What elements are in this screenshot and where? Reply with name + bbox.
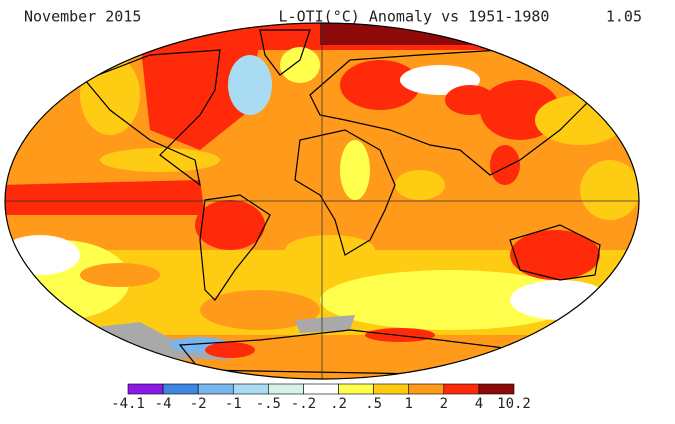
legend-label: 4 [475,396,483,412]
legend-swatch [443,383,480,395]
legend-label: -4 [155,396,172,412]
global-mean: 1.05 [606,8,642,26]
legend-swatch [303,383,339,395]
anomaly-field [5,23,639,379]
legend-label: -.5 [256,396,281,412]
legend-swatch [478,383,515,395]
legend-label: -.2 [291,396,316,412]
legend-swatch [232,383,269,395]
map-outline [4,22,640,380]
legend-swatch [127,383,164,395]
legend-label: 2 [440,396,448,412]
legend-label: .2 [330,396,347,412]
legend-label: -2 [190,396,207,412]
legend-label: 1 [405,396,413,412]
date: November 2015 [24,8,141,26]
legend-label: 10.2 [497,396,531,412]
coastlines [84,29,601,376]
legend-swatch [162,383,199,395]
legend-swatch [373,383,410,395]
legend-label: -4.1 [111,396,145,412]
color-legend: -4.1 -4 -2 -1 -.5 -.2 .2 .5 1 2 4 10.2 [111,383,531,412]
legend-swatch [408,383,445,395]
legend-swatch [338,383,374,395]
legend-swatch [268,383,304,395]
legend-label: -1 [225,396,242,412]
map-title: L-OTI(°C) Anomaly vs 1951-1980 [279,8,550,26]
legend-swatch [197,383,234,395]
legend-label: .5 [365,396,382,412]
